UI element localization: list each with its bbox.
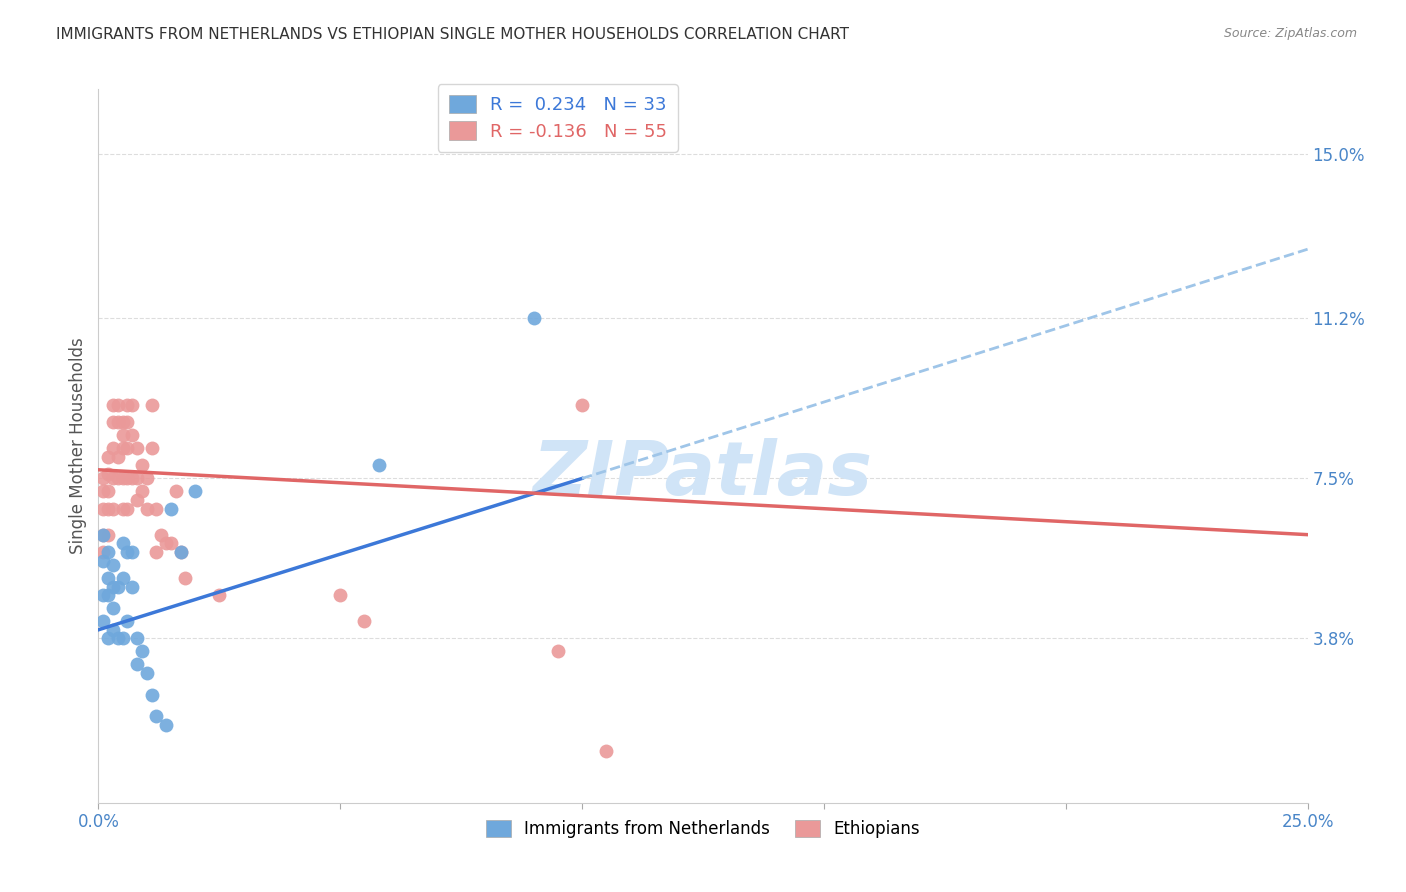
- Point: [165, 484, 187, 499]
- Point: [101, 415, 124, 429]
- Point: [101, 441, 124, 455]
- Point: [127, 632, 149, 646]
- Point: [329, 588, 352, 602]
- Point: [155, 718, 177, 732]
- Point: [127, 471, 149, 485]
- Point: [169, 545, 191, 559]
- Point: [107, 415, 129, 429]
- Legend: Immigrants from Netherlands, Ethiopians: Immigrants from Netherlands, Ethiopians: [479, 813, 927, 845]
- Point: [97, 501, 120, 516]
- Point: [101, 398, 124, 412]
- Point: [160, 536, 183, 550]
- Point: [107, 632, 129, 646]
- Point: [184, 484, 207, 499]
- Point: [111, 471, 134, 485]
- Point: [101, 601, 124, 615]
- Point: [97, 632, 120, 646]
- Point: [101, 471, 124, 485]
- Point: [117, 545, 139, 559]
- Point: [174, 571, 197, 585]
- Point: [571, 398, 593, 412]
- Point: [595, 744, 617, 758]
- Point: [111, 632, 134, 646]
- Point: [111, 501, 134, 516]
- Point: [117, 398, 139, 412]
- Point: [145, 709, 167, 723]
- Point: [97, 588, 120, 602]
- Point: [97, 467, 120, 482]
- Point: [160, 501, 183, 516]
- Point: [111, 428, 134, 442]
- Point: [101, 623, 124, 637]
- Point: [91, 553, 114, 567]
- Point: [91, 527, 114, 541]
- Point: [127, 657, 149, 672]
- Point: [97, 545, 120, 559]
- Point: [145, 501, 167, 516]
- Text: IMMIGRANTS FROM NETHERLANDS VS ETHIOPIAN SINGLE MOTHER HOUSEHOLDS CORRELATION CH: IMMIGRANTS FROM NETHERLANDS VS ETHIOPIAN…: [56, 27, 849, 42]
- Point: [101, 501, 124, 516]
- Point: [111, 536, 134, 550]
- Point: [141, 441, 163, 455]
- Point: [117, 501, 139, 516]
- Text: Source: ZipAtlas.com: Source: ZipAtlas.com: [1223, 27, 1357, 40]
- Point: [101, 558, 124, 572]
- Point: [101, 580, 124, 594]
- Point: [121, 398, 143, 412]
- Point: [91, 484, 114, 499]
- Point: [131, 458, 153, 473]
- Point: [91, 471, 114, 485]
- Point: [150, 527, 173, 541]
- Point: [127, 493, 149, 508]
- Point: [91, 527, 114, 541]
- Point: [353, 614, 375, 628]
- Point: [368, 458, 391, 473]
- Point: [107, 580, 129, 594]
- Point: [111, 415, 134, 429]
- Point: [107, 450, 129, 464]
- Point: [121, 471, 143, 485]
- Point: [117, 415, 139, 429]
- Point: [208, 588, 231, 602]
- Point: [111, 571, 134, 585]
- Y-axis label: Single Mother Households: Single Mother Households: [69, 338, 87, 554]
- Point: [117, 471, 139, 485]
- Point: [91, 588, 114, 602]
- Point: [91, 545, 114, 559]
- Point: [91, 501, 114, 516]
- Point: [97, 484, 120, 499]
- Point: [111, 441, 134, 455]
- Point: [135, 501, 157, 516]
- Point: [141, 398, 163, 412]
- Point: [117, 441, 139, 455]
- Point: [121, 545, 143, 559]
- Point: [135, 666, 157, 681]
- Point: [121, 580, 143, 594]
- Text: ZIPatlas: ZIPatlas: [533, 438, 873, 511]
- Point: [127, 441, 149, 455]
- Point: [121, 428, 143, 442]
- Point: [131, 644, 153, 658]
- Point: [145, 545, 167, 559]
- Point: [97, 571, 120, 585]
- Point: [107, 471, 129, 485]
- Point: [91, 614, 114, 628]
- Point: [97, 527, 120, 541]
- Point: [141, 688, 163, 702]
- Point: [117, 614, 139, 628]
- Point: [97, 450, 120, 464]
- Point: [155, 536, 177, 550]
- Point: [169, 545, 191, 559]
- Point: [107, 398, 129, 412]
- Point: [135, 471, 157, 485]
- Point: [131, 484, 153, 499]
- Point: [547, 644, 569, 658]
- Point: [523, 311, 546, 326]
